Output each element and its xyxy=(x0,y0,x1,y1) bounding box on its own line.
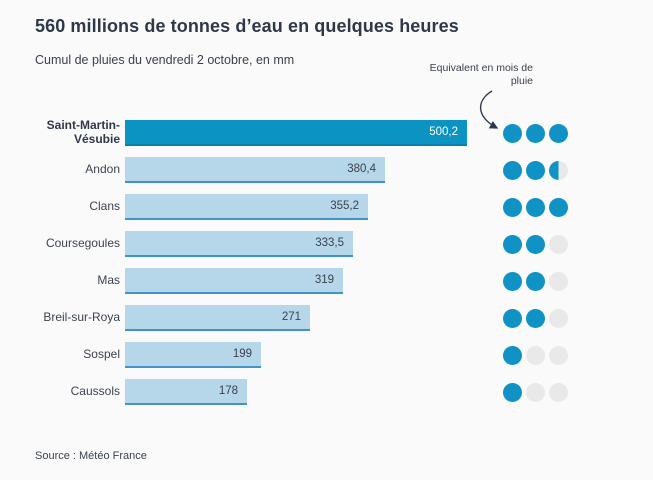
category-label: Saint-Martin-Vésubie xyxy=(46,118,120,146)
chart-row: Breil-sur-Roya 271 xyxy=(35,305,625,333)
chart-row: Andon 380,4 xyxy=(35,157,625,185)
category-label: Clans xyxy=(89,199,120,214)
chart-rows: Saint-Martin-Vésubie 500,2 Andon 380,4 Clans… xyxy=(35,118,625,416)
months-dots xyxy=(503,272,568,291)
month-dot-full xyxy=(503,198,522,217)
value-bar: 199 xyxy=(125,342,261,368)
month-dot-empty xyxy=(526,383,545,402)
months-dots xyxy=(503,309,568,328)
chart-subtitle: Cumul de pluies du vendredi 2 octobre, e… xyxy=(35,53,295,67)
value-bar: 380,4 xyxy=(125,157,385,183)
curved-arrow-icon xyxy=(479,90,499,129)
value-bar: 178 xyxy=(125,379,247,405)
months-dots xyxy=(503,161,568,180)
month-dot-empty xyxy=(549,309,568,328)
category-label: Breil-sur-Roya xyxy=(43,310,120,325)
month-dot-half xyxy=(549,161,568,180)
value-label: 178 xyxy=(218,385,238,397)
month-dot-full xyxy=(549,124,568,143)
months-dots xyxy=(503,235,568,254)
month-dot-empty xyxy=(549,272,568,291)
value-label: 199 xyxy=(232,348,252,360)
months-dots xyxy=(503,124,568,143)
month-dot-empty xyxy=(549,346,568,365)
month-dot-empty xyxy=(526,346,545,365)
category-label: Caussols xyxy=(70,384,120,399)
month-dot-full xyxy=(503,124,522,143)
category-label: Sospel xyxy=(83,347,120,362)
source-credit: Source : Météo France xyxy=(35,450,147,462)
value-label: 380,4 xyxy=(347,163,376,175)
value-label: 333,5 xyxy=(315,237,344,249)
value-label: 500,2 xyxy=(429,126,458,138)
month-dot-full xyxy=(526,198,545,217)
dots-legend-annotation: Equivalent en mois de pluie xyxy=(429,62,533,88)
value-bar: 355,2 xyxy=(125,194,368,220)
value-bar: 319 xyxy=(125,268,343,294)
page-title: 560 millions de tonnes d’eau en quelques… xyxy=(35,16,459,36)
month-dot-full xyxy=(526,309,545,328)
value-label: 355,2 xyxy=(330,200,359,212)
chart-row: Clans 355,2 xyxy=(35,194,625,222)
month-dot-full xyxy=(526,124,545,143)
value-label: 271 xyxy=(281,311,301,323)
chart-row: Caussols 178 xyxy=(35,379,625,407)
chart-row: Coursegoules 333,5 xyxy=(35,231,625,259)
category-label: Coursegoules xyxy=(45,236,120,251)
month-dot-full xyxy=(526,235,545,254)
chart-row: Sospel 199 xyxy=(35,342,625,370)
month-dot-full xyxy=(503,383,522,402)
value-bar: 333,5 xyxy=(125,231,353,257)
month-dot-full xyxy=(503,161,522,180)
month-dot-full xyxy=(526,272,545,291)
category-label: Andon xyxy=(85,162,120,177)
value-label: 319 xyxy=(314,274,334,286)
value-bar: 500,2 xyxy=(125,120,467,146)
months-dots xyxy=(503,383,568,402)
month-dot-empty xyxy=(549,383,568,402)
months-dots xyxy=(503,198,568,217)
value-bar: 271 xyxy=(125,305,310,331)
month-dot-empty xyxy=(549,235,568,254)
month-dot-full xyxy=(503,309,522,328)
month-dot-full xyxy=(503,272,522,291)
chart-row: Mas 319 xyxy=(35,268,625,296)
month-dot-full xyxy=(549,198,568,217)
months-dots xyxy=(503,346,568,365)
category-label: Mas xyxy=(97,273,120,288)
chart-row: Saint-Martin-Vésubie 500,2 xyxy=(35,118,625,148)
month-dot-full xyxy=(503,346,522,365)
month-dot-full xyxy=(526,161,545,180)
month-dot-full xyxy=(503,235,522,254)
